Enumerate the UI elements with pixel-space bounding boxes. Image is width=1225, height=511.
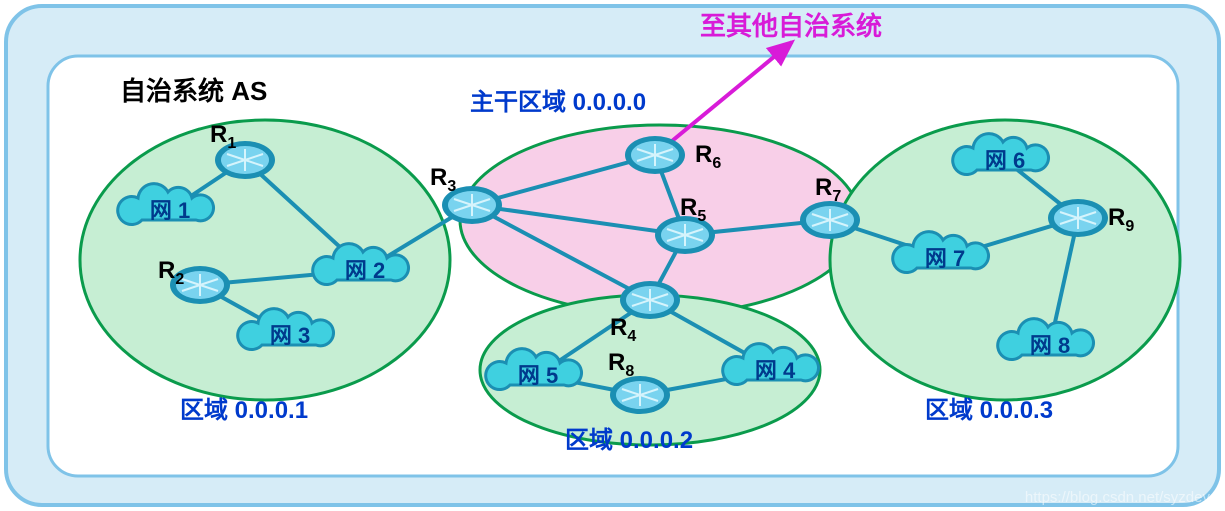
router-R4 [620,281,680,319]
cloud-label: 网 6 [985,148,1025,173]
watermark: https://blog.csdn.net/syzdev [1025,489,1211,506]
router-icon [610,376,670,414]
area2-label: 区域 0.0.0.2 [565,427,693,454]
router-R7 [800,201,860,239]
cloud-label: 网 3 [270,323,310,348]
router-icon [800,201,860,239]
router-R6 [625,136,685,174]
ospf-areas-diagram: 网 1网 2网 3网 4网 5网 6网 7网 8R1R2R3R4R5R6R7R8… [0,0,1225,511]
router-R8 [610,376,670,414]
router-icon [625,136,685,174]
cloud-label: 网 4 [755,358,796,383]
router-R9 [1048,199,1108,237]
router-icon [620,281,680,319]
cloud-label: 网 1 [150,198,190,223]
cloud-label: 网 5 [518,363,558,388]
cloud-label: 网 2 [345,258,385,283]
area3-label: 区域 0.0.0.3 [925,397,1053,424]
cloud-label: 网 7 [925,246,965,271]
external-label: 至其他自治系统 [700,11,882,41]
area1-label: 区域 0.0.0.1 [180,397,308,424]
cloud-label: 网 8 [1030,333,1070,358]
backbone-title: 主干区域 0.0.0.0 [470,89,646,116]
as-title: 自治系统 AS [120,76,267,106]
router-icon [1048,199,1108,237]
